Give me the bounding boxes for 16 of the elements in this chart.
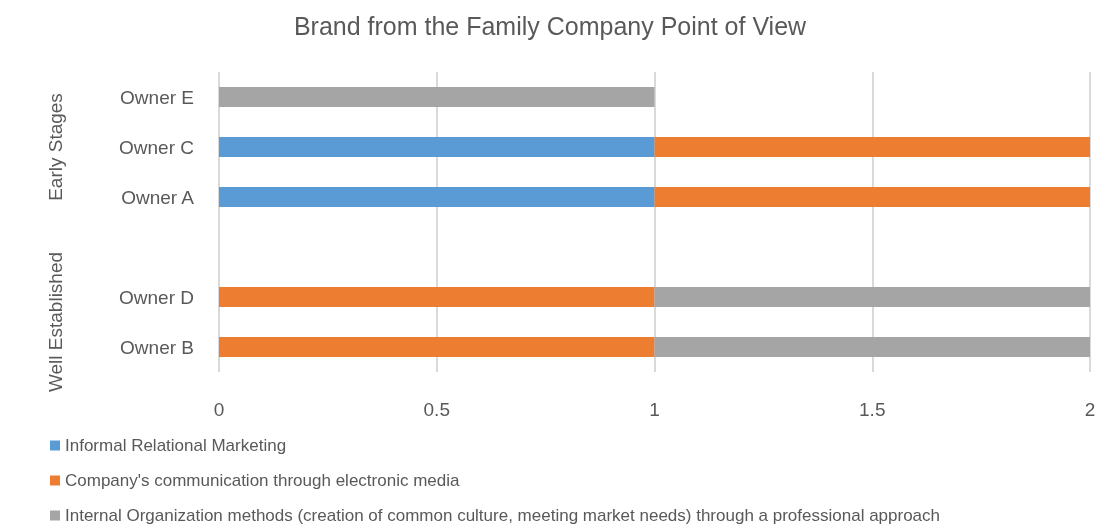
y-tick-label: Owner C xyxy=(119,136,194,158)
x-tick-label: 1 xyxy=(649,399,660,420)
text: Early Stages xyxy=(44,93,66,201)
x-tick-label: 0.5 xyxy=(423,399,450,420)
x-tick-label: 2 xyxy=(1084,399,1096,420)
y-tick-label: Owner E xyxy=(120,86,194,108)
x-tick-label: 1.5 xyxy=(859,399,886,420)
y-tick-label: Owner A xyxy=(121,186,195,208)
y-tick-label: Owner D xyxy=(119,286,194,308)
legend-label: Internal Organization methods (creation of common culture, meeting market needs) through a professional approach xyxy=(65,506,941,525)
legend-label: Informal Relational Marketing xyxy=(65,436,287,455)
legend-label: Company's communication through electronic media xyxy=(65,471,460,490)
y-tick-label: Owner B xyxy=(120,336,194,358)
text: Well Established xyxy=(44,251,66,393)
x-tick-label: 0 xyxy=(213,399,225,420)
chart-title: Brand from the Family Company Point of View xyxy=(293,11,808,40)
